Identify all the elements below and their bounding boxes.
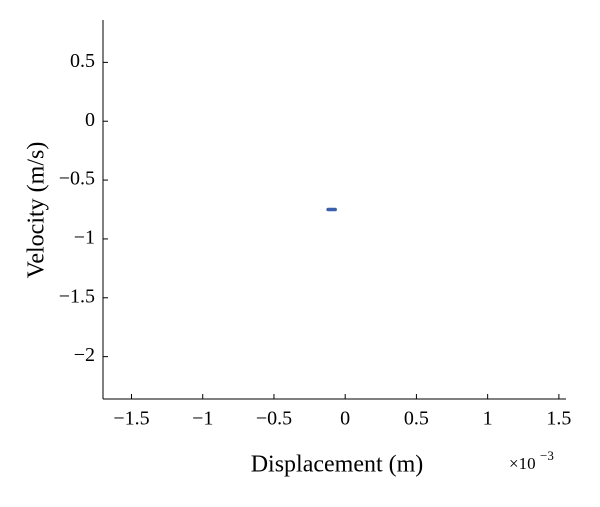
x-tick-label: −0.5 xyxy=(256,408,292,430)
y-tick-label: −1 xyxy=(74,227,95,249)
y-tick-label: −0.5 xyxy=(59,168,95,190)
y-tick-label: −1.5 xyxy=(59,285,95,307)
x-multiplier-exponent: −3 xyxy=(540,448,554,463)
x-tick-label: −1 xyxy=(192,408,213,430)
y-tick-label: 0 xyxy=(85,109,95,131)
x-tick-label: 1.5 xyxy=(546,408,571,430)
x-tick-label: −1.5 xyxy=(113,408,149,430)
x-tick-label: 1 xyxy=(483,408,493,430)
y-tick-label: 0.5 xyxy=(70,50,95,72)
x-axis-label: Displacement (m) xyxy=(251,452,424,478)
x-multiplier: ×10 xyxy=(509,454,536,473)
y-axis-label: Velocity (m/s) xyxy=(24,142,50,279)
x-tick-label: 0 xyxy=(340,408,350,430)
y-tick-label: −2 xyxy=(74,344,95,366)
x-tick-label: 0.5 xyxy=(404,408,429,430)
